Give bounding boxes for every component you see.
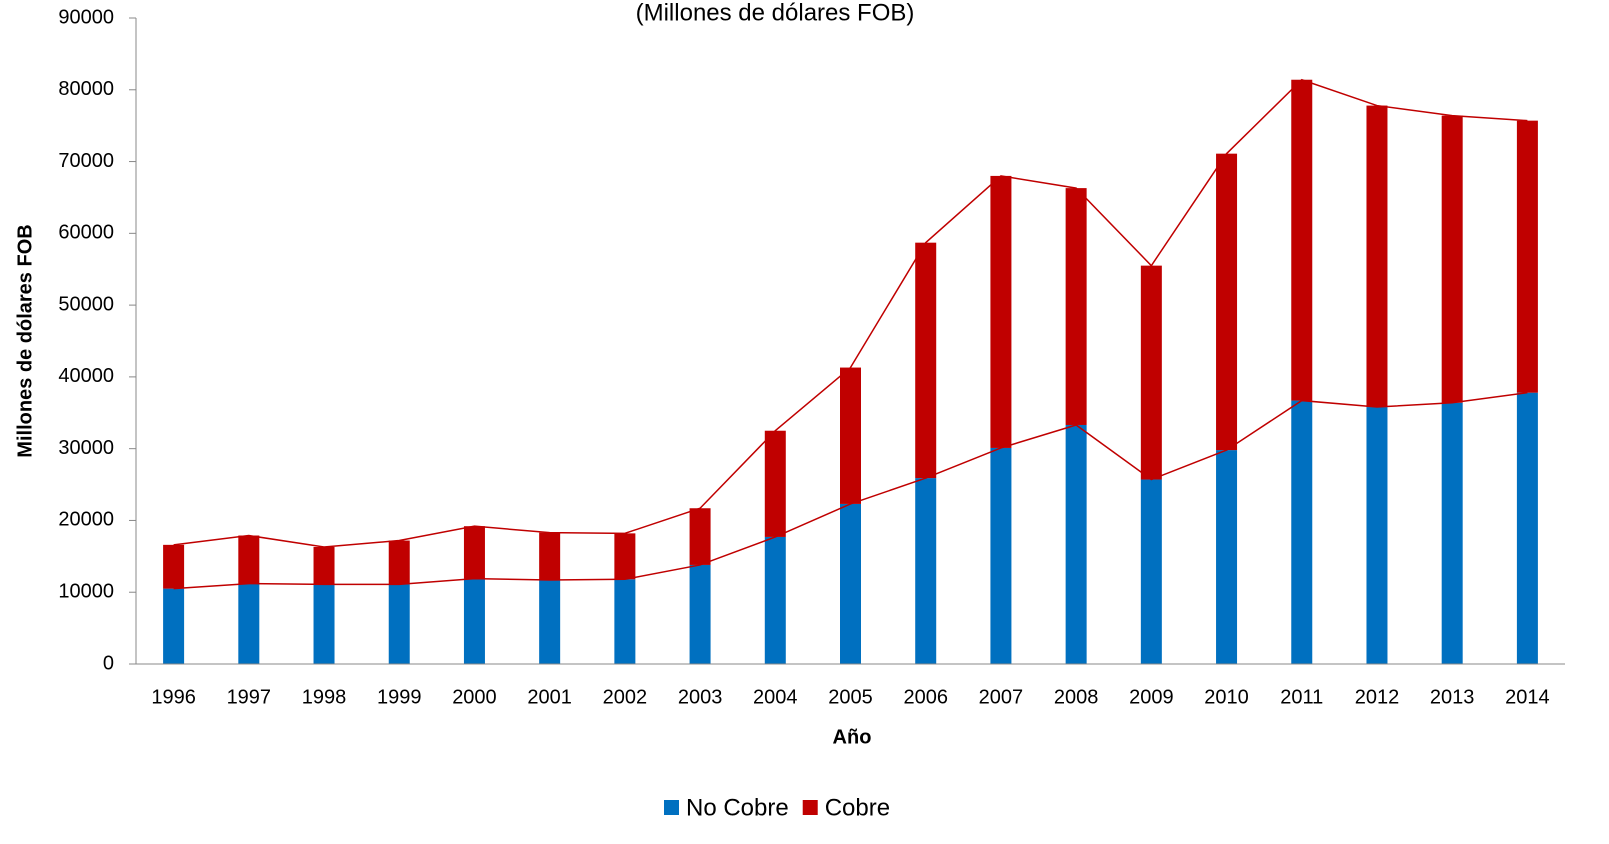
bar: [614, 579, 636, 664]
bar: [313, 584, 335, 664]
x-tick-label: 2008: [1054, 686, 1099, 708]
x-tick-label: 2002: [603, 686, 648, 708]
bar: [1140, 265, 1162, 480]
x-tick-label: 2000: [452, 686, 497, 708]
y-tick-label: 60000: [58, 222, 114, 244]
bar: [463, 578, 485, 664]
bar: [990, 447, 1012, 664]
y-tick-label: 0: [103, 652, 114, 674]
bar: [539, 532, 561, 581]
bar: [1366, 407, 1388, 664]
legend-swatch: [664, 800, 679, 815]
x-tick-label: 1998: [302, 686, 347, 708]
bar: [163, 544, 185, 589]
bar: [1065, 424, 1087, 664]
bar: [388, 584, 410, 664]
y-axis-label: Millones de dólares FOB: [14, 224, 36, 457]
bar: [915, 478, 937, 664]
bar: [1291, 400, 1313, 664]
chart-title: (Millones de dólares FOB): [636, 0, 915, 26]
legend-label: No Cobre: [686, 794, 789, 821]
bar: [238, 535, 260, 584]
y-tick-label: 20000: [58, 509, 114, 531]
x-tick-label: 1996: [151, 686, 196, 708]
bar: [463, 526, 485, 579]
bar: [238, 583, 260, 664]
bar: [764, 430, 786, 537]
bar: [689, 508, 711, 565]
x-axis-label: Año: [833, 726, 872, 748]
y-tick-label: 30000: [58, 437, 114, 459]
bar: [1065, 188, 1087, 425]
x-tick-label: 2003: [678, 686, 723, 708]
x-tick-label: 1999: [377, 686, 422, 708]
y-tick-label: 40000: [58, 365, 114, 387]
x-tick-label: 2009: [1129, 686, 1174, 708]
bar: [1216, 450, 1238, 664]
y-tick-label: 70000: [58, 150, 114, 172]
bar: [1441, 115, 1463, 403]
bar: [840, 367, 861, 504]
legend-label: Cobre: [825, 794, 890, 821]
bar: [614, 533, 636, 580]
series-line: [173, 78, 1528, 548]
x-tick-label: 2012: [1355, 686, 1400, 708]
bar: [313, 547, 335, 585]
y-tick-label: 80000: [58, 78, 114, 100]
bar: [1291, 79, 1313, 401]
y-tick-label: 90000: [58, 6, 114, 28]
legend-swatch: [802, 800, 818, 815]
x-tick-label: 2004: [753, 686, 798, 708]
x-tick-label: 2001: [527, 686, 572, 708]
bar: [840, 503, 861, 664]
x-tick-label: 2011: [1280, 686, 1323, 708]
x-tick-label: 2006: [903, 686, 948, 708]
x-tick-label: 2007: [979, 686, 1024, 708]
bar: [539, 580, 561, 664]
x-tick-label: 1997: [227, 686, 272, 708]
bar: [1140, 479, 1162, 664]
x-tick-label: 2013: [1430, 686, 1475, 708]
bar: [764, 536, 786, 664]
bar: [1216, 153, 1238, 451]
bar: [915, 242, 937, 479]
bar: [990, 175, 1012, 448]
x-tick-label: 2014: [1505, 686, 1550, 708]
bar: [163, 588, 185, 664]
x-tick-label: 2010: [1204, 686, 1249, 708]
x-tick-label: 2005: [828, 686, 873, 708]
bar: [1516, 392, 1538, 664]
bar: [689, 564, 711, 664]
bar: [388, 540, 410, 585]
y-tick-label: 10000: [58, 581, 114, 603]
bar: [1441, 402, 1463, 664]
bar: [1516, 120, 1538, 393]
bar: [1366, 105, 1388, 408]
y-tick-label: 50000: [58, 293, 114, 315]
